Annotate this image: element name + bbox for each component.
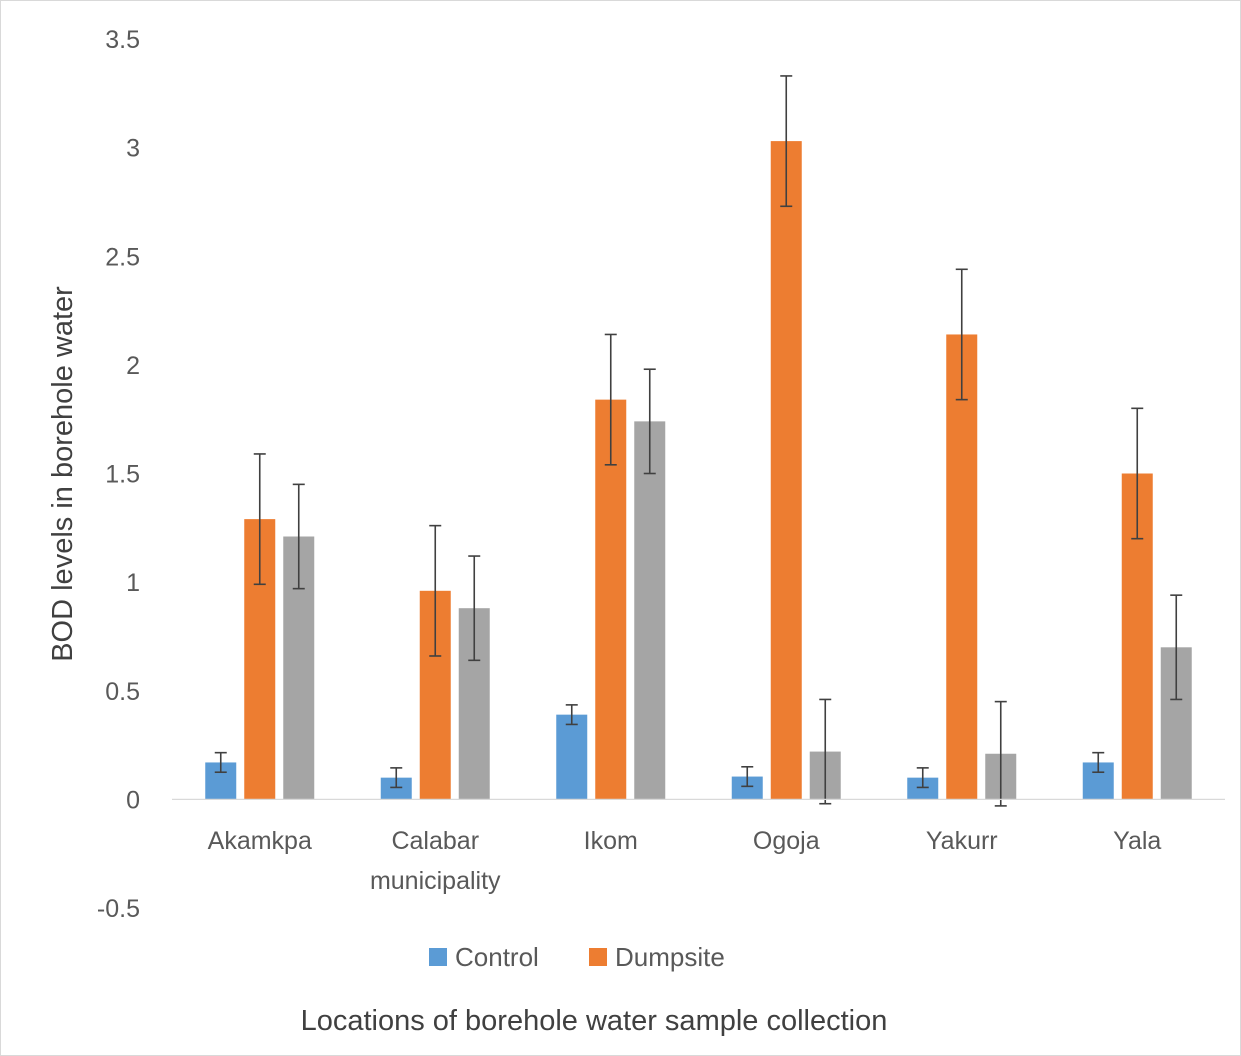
y-tick-label: 1.5 [105,461,140,489]
error-bar [819,698,832,805]
bar-control-2 [556,714,588,800]
error-bar [994,700,1007,807]
bar-control-3 [731,776,763,800]
x-axis-label: Locations of borehole water sample colle… [301,1005,888,1037]
y-tick-label: -0.5 [97,895,140,923]
bar-control-4 [907,777,939,800]
legend-item: Dumpsite [589,942,725,972]
error-bar [429,524,442,657]
error-bars [214,75,1183,807]
error-bar [780,75,793,208]
error-bar [955,268,968,401]
error-bar [1131,407,1144,540]
error-bar [565,704,578,726]
y-tick-label: 3.5 [105,26,140,54]
legend-label: Control [455,942,539,972]
error-bar [741,765,754,788]
x-tick-label: Calabar municipality [370,827,501,895]
error-bar [253,453,266,586]
error-bar [916,767,929,789]
x-tick-label: Yala [1113,827,1161,855]
y-tick-label: 2 [126,352,140,380]
bar-control-1 [380,777,412,800]
error-bar [468,555,481,662]
y-axis-label: BOD levels in borehole water [47,286,79,662]
error-bar [1170,594,1183,701]
y-tick-label: 3 [126,135,140,163]
bar-dumpsite-3 [770,141,802,800]
y-tick-label: 1 [126,569,140,597]
x-axis-ticks: Akamkpa Calabar municipality Ikom Ogoja Yakur… [208,827,1162,895]
error-bar [643,368,656,475]
x-tick-label: Ogoja [753,827,820,855]
x-tick-label: Yakurr [926,827,998,855]
legend-swatch [589,948,607,966]
legend-label: Dumpsite [615,942,725,972]
error-bar [604,333,617,466]
legend-item: Control [429,942,539,972]
y-tick-label: 2.5 [105,243,140,271]
x-tick-label: Ikom [584,827,638,855]
bar-dumpsite-4 [946,334,978,800]
x-tick-label: Akamkpa [208,827,312,855]
error-bar [214,751,227,774]
bar-series-3-2 [634,421,666,800]
error-bar [292,483,305,590]
error-bar [390,767,403,789]
error-bar [1092,751,1105,774]
y-axis-ticks: -0.5 0 0.5 1 1.5 2 2.5 3 3.5 [97,26,140,923]
y-tick-label: 0 [126,786,140,814]
legend: Control Dumpsite [429,942,725,972]
legend-swatch [429,948,447,966]
bar-dumpsite-2 [595,399,627,800]
y-tick-label: 0.5 [105,678,140,706]
